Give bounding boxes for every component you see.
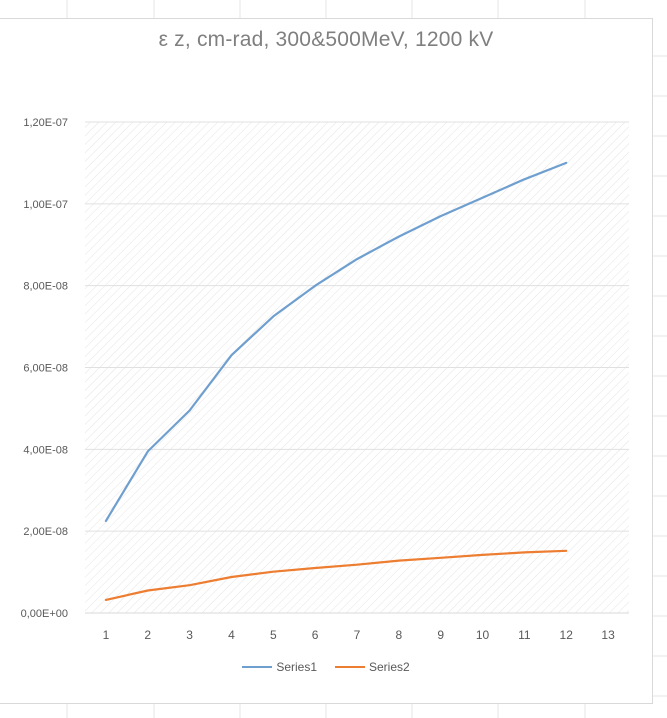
series-line-1[interactable] [104,161,568,523]
series-layer [104,161,568,602]
x-tick-label: 5 [270,628,277,642]
legend-item-series1[interactable]: Series1 [242,660,317,674]
x-tick-label: 2 [144,628,151,642]
series-line-2[interactable] [104,549,568,602]
legend-swatch-series1 [242,666,273,668]
legend-item-series2[interactable]: Series2 [335,660,410,674]
x-tick-label: 11 [518,628,531,642]
x-tick-label: 6 [312,628,319,642]
y-tick-label: 8,00E-08 [23,281,68,293]
y-tick-label: 1,00E-07 [23,199,68,211]
legend-label-series1: Series1 [276,660,317,674]
legend: Series1 Series2 [0,660,652,674]
y-tick-label: 2,00E-08 [23,526,68,538]
y-tick-label: 1,20E-07 [23,117,68,129]
x-tick-label: 8 [396,628,403,642]
chart-title: ε z, cm-rad, 300&500MeV, 1200 kV [158,28,494,51]
x-tick-label: 10 [476,628,490,642]
x-tick-label: 12 [560,628,574,642]
y-axis: 0,00E+00 2,00E-08 4,00E-08 6,00E-08 8,00E-08… [21,117,68,620]
x-tick-label: 4 [228,628,235,642]
y-tick-label: 0,00E+00 [21,608,68,620]
x-tick-label: 7 [354,628,361,642]
x-tick-label: 9 [437,628,444,642]
gridlines [85,121,629,614]
x-tick-label: 3 [186,628,193,642]
y-tick-label: 6,00E-08 [23,363,68,375]
x-tick-label: 13 [601,628,615,642]
legend-swatch-series2 [335,666,365,668]
x-tick-label: 1 [103,628,110,642]
y-tick-label: 4,00E-08 [23,444,68,456]
x-axis: 1 2 3 4 5 6 7 8 9 10 11 12 13 [103,628,615,642]
legend-label-series2: Series2 [369,660,410,674]
